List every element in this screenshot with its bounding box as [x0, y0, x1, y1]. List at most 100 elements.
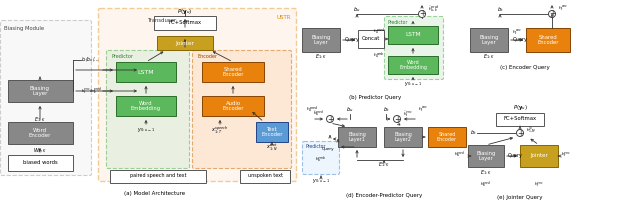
Text: $h_t^{enc}$: $h_t^{enc}$	[561, 150, 571, 160]
FancyBboxPatch shape	[496, 113, 544, 126]
FancyBboxPatch shape	[8, 155, 73, 171]
FancyBboxPatch shape	[468, 145, 504, 167]
Text: +: +	[549, 9, 555, 19]
Text: $h_t^{enc}$: $h_t^{enc}$	[534, 180, 544, 190]
Text: Shared
Encoder: Shared Encoder	[537, 35, 559, 45]
FancyBboxPatch shape	[358, 30, 384, 48]
FancyBboxPatch shape	[428, 127, 466, 147]
Text: Word
Embedding: Word Embedding	[131, 101, 161, 111]
FancyBboxPatch shape	[8, 80, 73, 102]
Text: $P(\mathbf{y}_u)$: $P(\mathbf{y}_u)$	[513, 103, 527, 112]
FancyBboxPatch shape	[303, 141, 339, 175]
Text: Transducer: Transducer	[148, 18, 177, 23]
Text: Encoder: Encoder	[198, 54, 218, 59]
Text: $y_{0:u-1}$: $y_{0:u-1}$	[312, 177, 330, 185]
Text: $h_u^{emb}$: $h_u^{emb}$	[316, 155, 326, 165]
FancyBboxPatch shape	[240, 170, 290, 183]
FancyBboxPatch shape	[99, 9, 296, 181]
Text: $h_u^{pred}$: $h_u^{pred}$	[373, 27, 385, 37]
Text: Predictor: Predictor	[306, 144, 326, 149]
Text: Predictor: Predictor	[388, 19, 408, 24]
FancyBboxPatch shape	[110, 170, 206, 183]
Text: $\hat{h}_u^{pred}$: $\hat{h}_u^{pred}$	[313, 109, 324, 119]
Text: $b_t$: $b_t$	[497, 6, 504, 14]
Text: $E_{1:K}$: $E_{1:K}$	[315, 52, 327, 61]
Text: $h_u^{pred}$: $h_u^{pred}$	[454, 150, 466, 160]
Text: Biasing
Layer: Biasing Layer	[479, 35, 499, 45]
FancyBboxPatch shape	[385, 17, 444, 79]
Circle shape	[548, 10, 556, 18]
Text: Query: Query	[513, 37, 528, 42]
FancyBboxPatch shape	[116, 96, 176, 116]
Text: USTR: USTR	[276, 15, 291, 20]
Text: $b_u$: $b_u$	[346, 106, 354, 115]
Circle shape	[419, 10, 426, 18]
Text: (e) Jointer Query: (e) Jointer Query	[497, 195, 543, 200]
Text: Audio
Encoder: Audio Encoder	[222, 101, 244, 111]
Text: $y_{0:u-1}$: $y_{0:u-1}$	[137, 126, 155, 134]
Text: LSTM: LSTM	[138, 70, 154, 74]
Text: Text
Encoder: Text Encoder	[261, 127, 283, 137]
Circle shape	[516, 130, 524, 136]
FancyBboxPatch shape	[154, 16, 216, 30]
FancyBboxPatch shape	[388, 56, 438, 74]
Text: $b_u$: $b_u$	[353, 6, 361, 14]
Text: Query: Query	[508, 153, 523, 158]
Text: Query: Query	[321, 147, 334, 151]
FancyBboxPatch shape	[302, 28, 340, 52]
FancyBboxPatch shape	[256, 122, 288, 142]
Text: Shared
Encoder: Shared Encoder	[222, 67, 244, 77]
FancyBboxPatch shape	[202, 96, 264, 116]
Text: paired speech and text: paired speech and text	[130, 173, 186, 178]
Text: $E_{1:K}$: $E_{1:K}$	[34, 116, 46, 124]
Text: (d) Encoder-Predictor Query: (d) Encoder-Predictor Query	[346, 192, 422, 198]
Text: biased words: biased words	[22, 161, 58, 166]
Text: $P(\mathbf{y}_u)$: $P(\mathbf{y}_u)$	[177, 6, 193, 15]
Text: (c) Encoder Query: (c) Encoder Query	[500, 65, 550, 70]
Text: $E_{1:K}$: $E_{1:K}$	[378, 161, 390, 169]
Text: $h_t^{enc}$: $h_t^{enc}$	[558, 4, 568, 14]
Text: +: +	[419, 9, 425, 19]
FancyBboxPatch shape	[1, 20, 92, 176]
Text: Query: Query	[345, 37, 360, 42]
Text: $h_u^{pred}$: $h_u^{pred}$	[480, 180, 492, 190]
Text: $b_t$: $b_t$	[383, 106, 390, 115]
Text: $b_t/b_u/\ldots$: $b_t/b_u/\ldots$	[81, 56, 100, 64]
FancyBboxPatch shape	[520, 145, 558, 167]
Text: unspoken text: unspoken text	[248, 173, 282, 178]
FancyBboxPatch shape	[470, 28, 508, 52]
FancyBboxPatch shape	[388, 26, 438, 44]
Text: $b_t$: $b_t$	[470, 129, 476, 138]
Text: Shared
Encoder: Shared Encoder	[437, 132, 457, 142]
Text: $x_{1:N}^{text}$: $x_{1:N}^{text}$	[266, 143, 278, 153]
Text: Word
Embedding: Word Embedding	[399, 60, 427, 70]
Text: $h_t^{enc}$: $h_t^{enc}$	[418, 105, 429, 115]
Text: Word
Encoder: Word Encoder	[29, 128, 51, 138]
Text: $h_t^{enc}$: $h_t^{enc}$	[513, 28, 523, 38]
Text: Biasing
Layer: Biasing Layer	[311, 35, 331, 45]
FancyBboxPatch shape	[116, 62, 176, 82]
Text: Biasing
Layer: Biasing Layer	[30, 86, 50, 96]
Text: Biasing
Layer: Biasing Layer	[476, 151, 496, 161]
FancyBboxPatch shape	[202, 62, 264, 82]
Text: $\hat{h}_t^{enc}$: $\hat{h}_t^{enc}$	[403, 110, 413, 119]
Text: (b) Predictor Query: (b) Predictor Query	[349, 94, 401, 99]
Text: +: +	[327, 115, 333, 124]
Text: $h_u^{pred}$: $h_u^{pred}$	[306, 105, 318, 115]
FancyBboxPatch shape	[193, 51, 291, 168]
Text: $E_{1:K}$: $E_{1:K}$	[480, 168, 492, 177]
FancyBboxPatch shape	[8, 122, 73, 144]
Text: Biasing
Layer1: Biasing Layer1	[348, 132, 366, 142]
FancyBboxPatch shape	[157, 36, 213, 50]
Text: $x_{1:T}^{speech}$: $x_{1:T}^{speech}$	[211, 124, 228, 136]
Text: $\hat{h}_{u,k}^{pred}$: $\hat{h}_{u,k}^{pred}$	[428, 3, 440, 15]
Text: +: +	[394, 115, 400, 124]
Text: $E_{1:K}$: $E_{1:K}$	[483, 52, 495, 61]
Text: Jointer: Jointer	[175, 41, 195, 46]
Circle shape	[394, 116, 401, 122]
Text: $y_{0:u-1}$: $y_{0:u-1}$	[404, 80, 422, 88]
FancyBboxPatch shape	[106, 51, 189, 168]
Text: Concat: Concat	[362, 37, 380, 42]
Text: $h_{1,M}^{jo}$: $h_{1,M}^{jo}$	[526, 124, 536, 136]
Text: Biasing Module: Biasing Module	[4, 26, 44, 31]
